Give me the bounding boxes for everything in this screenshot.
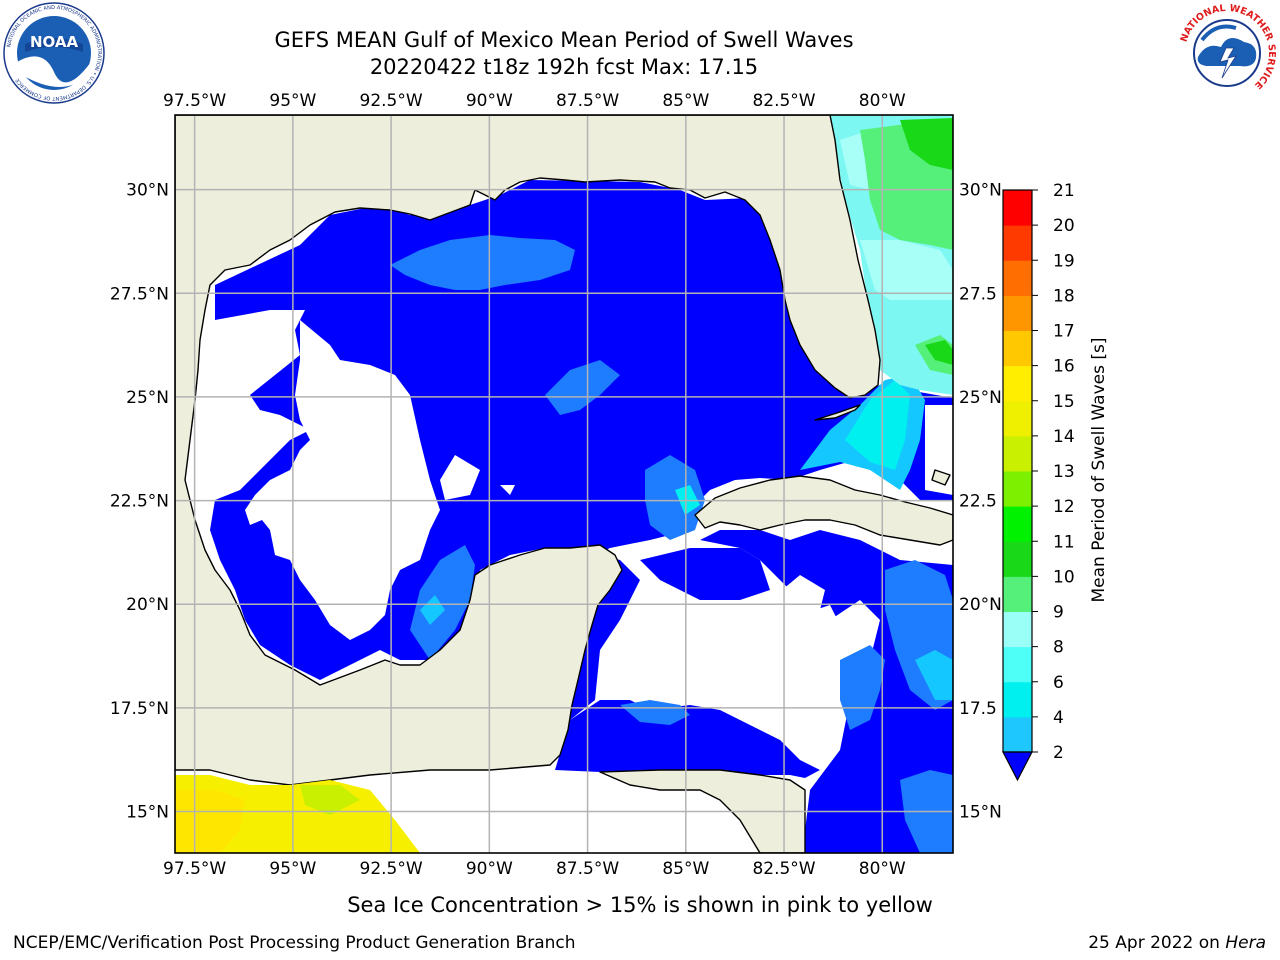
land-mass (175, 115, 953, 853)
lon-label-top-5: 85°W (662, 91, 709, 111)
lon-label-top-0: 97.5°W (163, 91, 226, 111)
colorbar-tick-label-2: 6 (1053, 673, 1064, 693)
lon-label-bottom-0: 97.5°W (163, 859, 226, 879)
noaa-logo-text: NOAA (30, 33, 79, 51)
pacific-swell-field-high (175, 790, 245, 853)
lat-label-left-6: 15°N (126, 803, 169, 823)
lat-label-right-2: 25°N (959, 388, 1002, 408)
lon-label-top-1: 95°W (269, 91, 316, 111)
lat-label-right-0: 30°N (959, 181, 1002, 201)
colorbar-tick-label-13: 18 (1053, 286, 1075, 306)
lat-label-left-4: 20°N (126, 595, 169, 615)
colorbar-label: Mean Period of Swell Waves [s] (1089, 338, 1109, 603)
colorbar-tick-label-7: 12 (1053, 497, 1075, 517)
colorbar-tick-label-12: 17 (1053, 322, 1075, 342)
noaa-logo-icon: NOAA NATIONAL OCEANIC AND ATMOSPHERIC AD… (3, 2, 105, 104)
lon-label-top-2: 92.5°W (360, 91, 423, 111)
colorbar-tick-label-10: 15 (1053, 392, 1075, 412)
colorbar: 2 4 6 8 9 10 11 12 13 14 15 16 17 18 19 20 21 (1002, 181, 1075, 782)
colorbar-segment-15 (1003, 190, 1032, 226)
lon-label-bottom-6: 82.5°W (752, 859, 815, 879)
colorbar-tick-label-8: 13 (1053, 462, 1075, 482)
swell-field-11-12s (900, 118, 953, 365)
lon-label-bottom-2: 92.5°W (360, 859, 423, 879)
sea-ice-note: Sea Ice Concentration > 15% is shown in … (347, 893, 933, 917)
lat-label-left-0: 30°N (126, 181, 169, 201)
colorbar-under-triangle (1002, 751, 1033, 782)
lon-label-top-4: 87.5°W (556, 91, 619, 111)
colorbar-segment-3 (1003, 611, 1032, 648)
lon-label-top-6: 82.5°W (752, 91, 815, 111)
colorbar-segment-9 (1003, 400, 1032, 437)
lon-label-bottom-7: 80°W (859, 859, 906, 879)
colorbar-segment-5 (1003, 541, 1032, 577)
colorbar-tick-label-11: 16 (1053, 357, 1075, 377)
lat-label-left-2: 25°N (126, 388, 169, 408)
colorbar-segment-4 (1003, 576, 1032, 612)
colorbar-segment-12 (1003, 295, 1032, 331)
lon-label-bottom-5: 85°W (662, 859, 709, 879)
lon-label-top-7: 80°W (859, 91, 906, 111)
lon-label-bottom-3: 90°W (466, 859, 513, 879)
colorbar-tick-label-14: 19 (1053, 251, 1075, 271)
host-name: Hera (1225, 933, 1266, 953)
colorbar-segment-7 (1003, 471, 1032, 507)
lat-label-right-4: 20°N (959, 595, 1002, 615)
map-title: GEFS MEAN Gulf of Mexico Mean Period of … (274, 28, 854, 52)
lat-label-right-6: 15°N (959, 803, 1002, 823)
date-text: 25 Apr 2022 on (1088, 933, 1220, 953)
colorbar-segment-10 (1003, 365, 1032, 402)
credit-text: NCEP/EMC/Verification Post Processing Pr… (13, 933, 576, 953)
map-gridlines (175, 115, 953, 853)
colorbar-segment-8 (1003, 435, 1032, 472)
colorbar-segment-14 (1003, 225, 1032, 261)
lon-label-bottom-4: 87.5°W (556, 859, 619, 879)
lon-label-top-3: 90°W (466, 91, 513, 111)
colorbar-tick-label-9: 14 (1053, 427, 1075, 447)
colorbar-segment-13 (1003, 260, 1032, 296)
colorbar-tick-label-6: 11 (1053, 532, 1075, 552)
colorbar-segment-6 (1003, 506, 1032, 542)
map-canvas (175, 115, 953, 853)
map-subtitle: 20220422 t18z 192h fcst Max: 17.15 (369, 55, 759, 79)
lon-label-bottom-1: 95°W (269, 859, 316, 879)
colorbar-tick-label-0: 2 (1053, 743, 1064, 763)
map-frame (174, 114, 954, 854)
lat-label-right-1: 27.5 (959, 284, 997, 304)
colorbar-segment-1 (1003, 681, 1032, 718)
colorbar-segment-2 (1003, 646, 1032, 683)
lat-label-right-5: 17.5 (959, 699, 997, 719)
colorbar-segment-0 (1003, 716, 1032, 753)
lat-label-left-3: 22.5°N (110, 492, 169, 512)
lat-label-right-3: 22.5 (959, 492, 997, 512)
colorbar-tick-label-16: 21 (1053, 181, 1075, 201)
colorbar-tick-label-4: 9 (1053, 603, 1064, 623)
colorbar-tick-label-15: 20 (1053, 216, 1075, 236)
lat-label-left-1: 27.5°N (110, 284, 169, 304)
nws-logo-icon: NATIONAL WEATHER SERVICE (1177, 3, 1277, 103)
pacific-swell-field-low (300, 785, 360, 815)
date-stamp: 25 Apr 2022 on Hera (1088, 933, 1266, 953)
colorbar-tick-label-5: 10 (1053, 567, 1075, 587)
colorbar-tick-label-1: 4 (1053, 708, 1064, 728)
colorbar-tick-label-3: 8 (1053, 638, 1064, 658)
colorbar-segment-11 (1003, 330, 1032, 367)
lat-label-left-5: 17.5°N (110, 699, 169, 719)
map-tick-labels: 97.5°W 97.5°W 95°W 95°W 92.5°W 92.5°W 90°W 90°W… (110, 91, 1002, 879)
